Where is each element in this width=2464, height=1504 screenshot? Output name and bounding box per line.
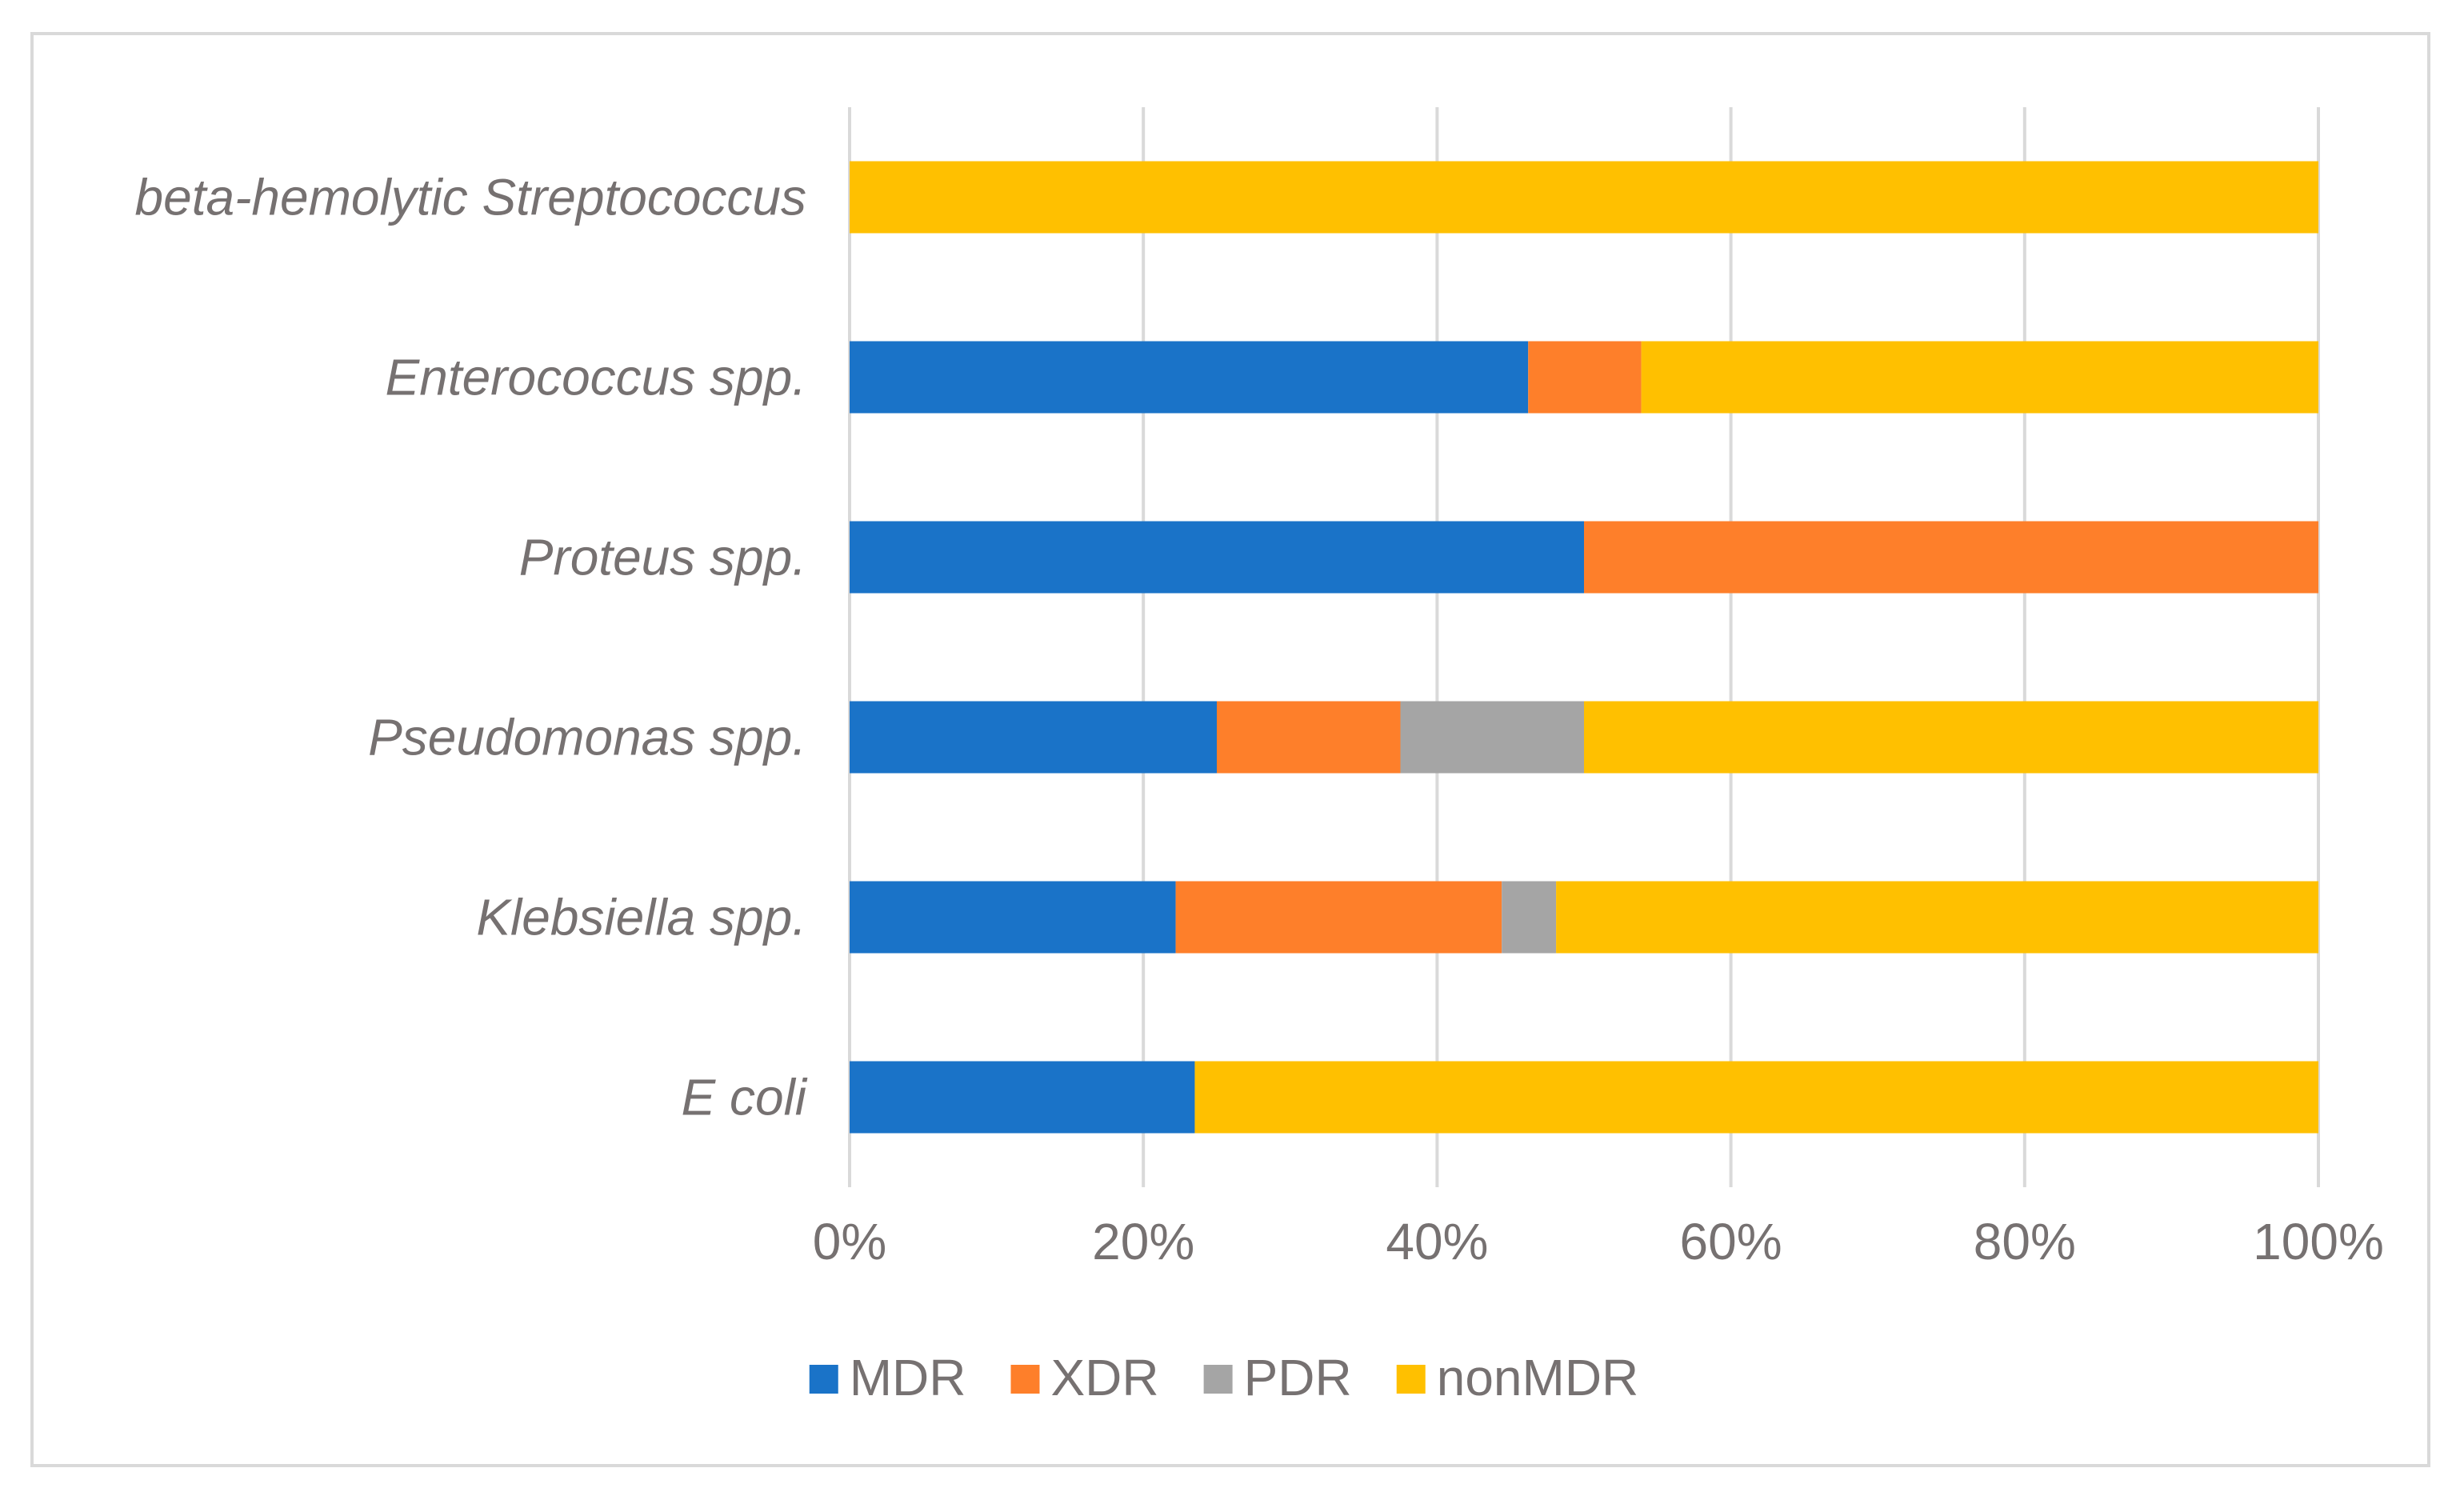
bars <box>850 161 2318 1134</box>
bar-segment-xdr <box>1528 341 1642 414</box>
bar-segment-mdr <box>850 521 1584 594</box>
legend-label: MDR <box>850 1349 966 1406</box>
legend-swatch <box>1203 1365 1233 1394</box>
legend-item: PDR <box>1203 1349 1352 1406</box>
x-tick-label: 60% <box>1680 1213 1782 1270</box>
bar-segment-mdr <box>850 881 1176 954</box>
bar-segment-nonmdr <box>1194 1061 2318 1134</box>
bar-segment-mdr <box>850 341 1529 414</box>
bar-segment-nonmdr <box>1641 341 2318 414</box>
bar-segment-mdr <box>850 1061 1195 1134</box>
legend-swatch <box>1010 1365 1040 1394</box>
legend-label: PDR <box>1244 1349 1352 1406</box>
category-label: E coli <box>682 1069 808 1126</box>
legend-item: XDR <box>1010 1349 1159 1406</box>
bar-segment-nonmdr <box>1556 881 2318 954</box>
category-label: beta-hemolytic Streptococcus <box>135 169 807 226</box>
x-tick-label: 0% <box>813 1213 887 1270</box>
bar-segment-pdr <box>1502 881 1557 954</box>
gridlines <box>848 107 2320 1187</box>
category-label: Proteus spp. <box>519 529 806 586</box>
legend-item: nonMDR <box>1396 1349 1639 1406</box>
bar-segment-mdr <box>850 701 1217 774</box>
legend: MDR XDR PDR nonMDR <box>809 1349 1639 1406</box>
bar-segment-nonmdr <box>850 161 2318 234</box>
category-label: Klebsiella spp. <box>476 889 806 946</box>
legend-label: nonMDR <box>1437 1349 1639 1406</box>
x-tick-label: 40% <box>1386 1213 1488 1270</box>
legend-label: XDR <box>1050 1349 1158 1406</box>
stacked-bar-chart: E coli Klebsiella spp. Pseudomonas spp. Pro… <box>135 107 2384 1406</box>
x-tick-label: 20% <box>1092 1213 1194 1270</box>
legend-swatch <box>809 1365 838 1394</box>
x-tick-label: 80% <box>1974 1213 2076 1270</box>
bar-segment-xdr <box>1175 881 1502 954</box>
x-tick-labels: 0% 20% 40% 60% 80% 100% <box>813 1213 2384 1270</box>
category-label: Pseudomonas spp. <box>368 709 806 766</box>
bar-segment-xdr <box>1584 521 2318 594</box>
legend-swatch <box>1396 1365 1426 1394</box>
bar-segment-xdr <box>1217 701 1401 774</box>
category-label: Enterococcus spp. <box>386 349 807 406</box>
chart-frame: E coli Klebsiella spp. Pseudomonas spp. Pro… <box>30 32 2430 1467</box>
x-tick-label: 100% <box>2253 1213 2384 1270</box>
legend-item: MDR <box>809 1349 966 1406</box>
bar-segment-nonmdr <box>1584 701 2318 774</box>
bar-segment-pdr <box>1400 701 1584 774</box>
category-labels: E coli Klebsiella spp. Pseudomonas spp. Pro… <box>135 169 808 1126</box>
